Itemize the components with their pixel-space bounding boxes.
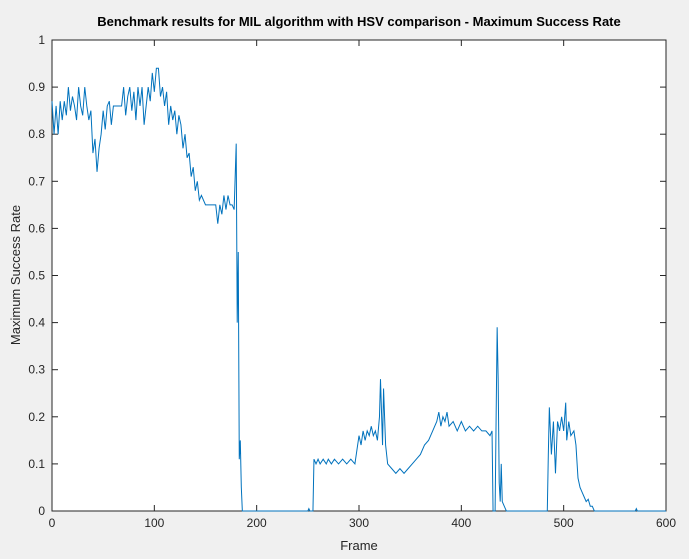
- y-tick-label: 0.6: [28, 221, 45, 235]
- x-tick-label: 200: [247, 516, 267, 530]
- x-tick-label: 100: [144, 516, 164, 530]
- plot-area: [51, 39, 667, 512]
- data-line: [51, 67, 666, 512]
- y-tick-label: 0.7: [28, 174, 45, 188]
- y-tick-label: 0.8: [28, 127, 45, 141]
- y-tick-label: 0.2: [28, 410, 45, 424]
- x-tick-label: 600: [656, 516, 676, 530]
- y-tick-label: 0.4: [28, 316, 45, 330]
- y-tick-label: 1: [38, 33, 45, 47]
- chart-title: Benchmark results for MIL algorithm with…: [97, 14, 621, 29]
- x-tick-label: 500: [554, 516, 574, 530]
- x-axis-label: Frame: [340, 538, 378, 553]
- x-tick-label: 0: [49, 516, 56, 530]
- y-tick-label: 0.3: [28, 363, 45, 377]
- y-tick-label: 0.9: [28, 80, 45, 94]
- y-tick-label: 0: [38, 504, 45, 518]
- y-tick-label: 0.1: [28, 457, 45, 471]
- y-axis-label: Maximum Success Rate: [8, 205, 23, 345]
- x-tick-label: 400: [451, 516, 471, 530]
- y-tick-label: 0.5: [28, 269, 45, 283]
- x-tick-label: 300: [349, 516, 369, 530]
